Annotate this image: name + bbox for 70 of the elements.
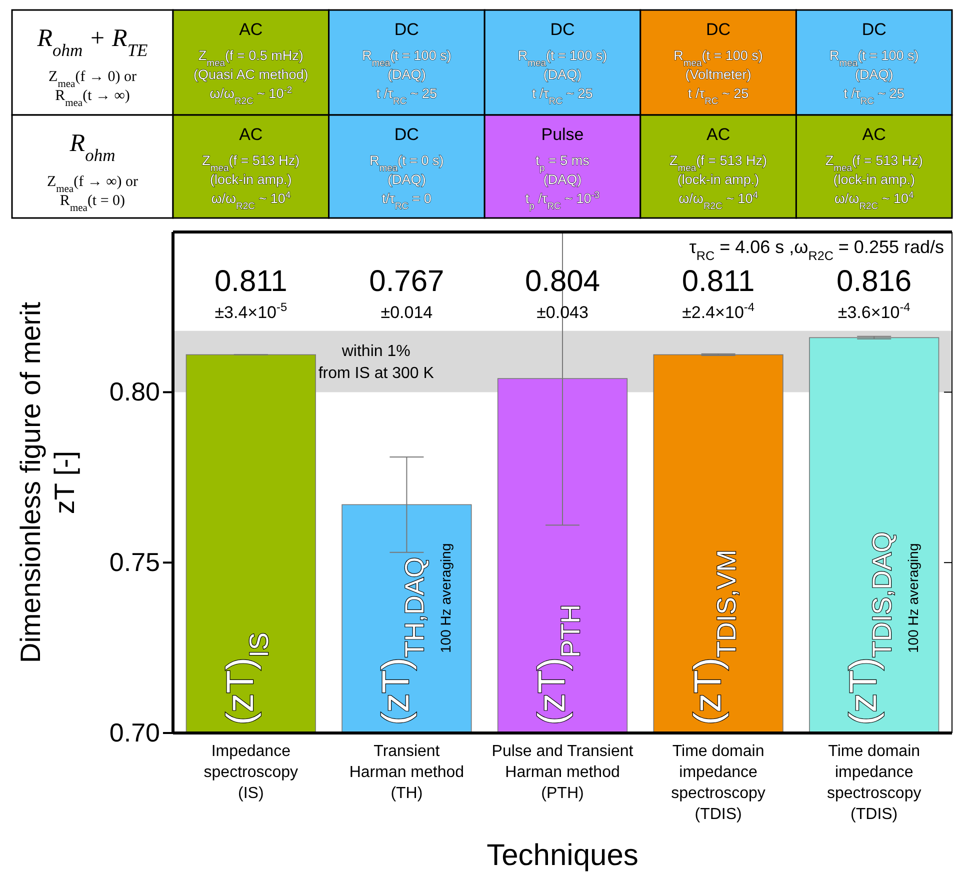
text: t /τ$_{RC}$ ~ 25	[532, 86, 593, 106]
y-tick-label: 0.80	[109, 376, 160, 407]
text: (DAQ)	[854, 67, 894, 82]
text: (DAQ)	[543, 172, 582, 187]
annotation: τ$_{RC}$ = 4.06 s ,ω$_{R2C}$ = 0.255 rad/s	[689, 237, 944, 263]
y-tick-label: 0.75	[109, 546, 160, 577]
y-tick-label: 0.70	[109, 717, 160, 748]
text: R$_{mea}$(t = 100 s)	[362, 48, 452, 68]
text: (lock-in amp.)	[677, 172, 760, 187]
text: R$_{ohm}$ + R$_{TE}$	[36, 25, 148, 60]
text: ω/ω$_{R2C}$ ~ 10$^{4}$	[211, 190, 291, 212]
x-tick-label: Time domain impedance spectroscopy (TDIS)	[826, 743, 922, 823]
text: Z$_{mea}$(f = 513 Hz)	[670, 153, 768, 174]
text: t /τ$_{RC}$ ~ 25	[376, 86, 438, 106]
text: t$_{p}$ = 5 ms	[536, 153, 590, 174]
text: R$_{mea}$(t = 100 s)	[829, 48, 919, 68]
text: (Quasi AC method)	[194, 67, 308, 82]
y-axis-title: Dimensionless figure of merit zT [-]	[15, 302, 80, 664]
text: t/τ$_{RC}$ = 0	[382, 191, 432, 212]
annotation: 0.804	[524, 265, 600, 298]
text: (Voltmeter)	[685, 67, 752, 82]
x-tick-label: Pulse and Transient Harman method (PTH)	[492, 743, 634, 802]
annotation: 100 Hz averaging	[438, 543, 454, 653]
annotation: ±0.043	[536, 303, 588, 322]
annotation: 100 Hz averaging	[905, 543, 922, 653]
text: (DAQ)	[388, 172, 426, 187]
text: Pulse	[541, 125, 584, 144]
text: R$_{ohm}$	[68, 130, 116, 165]
text: Z$_{mea}$(f = 513 Hz)	[825, 153, 923, 174]
text: R$_{mea}$(t = 0)	[60, 193, 126, 214]
annotation: 0.767	[369, 265, 444, 298]
text: DC	[550, 20, 575, 39]
text: (lock-in amp.)	[833, 172, 915, 187]
text: ω/ω$_{R2C}$ ~ 10$^{-2}$	[210, 84, 292, 106]
text: (DAQ)	[388, 67, 426, 82]
text: Z$_{mea}$(f = 0.5 mHz)	[198, 48, 304, 68]
annotation: ±3.4×10$^{-5}$	[214, 300, 288, 322]
text: t /τ$_{RC}$ ~ 25	[844, 86, 904, 106]
text: (DAQ)	[543, 67, 582, 82]
annotation: 0.811	[682, 265, 755, 298]
x-tick-label: Impedance spectroscopy (IS)	[204, 743, 298, 802]
text: (lock-in amp.)	[210, 172, 292, 187]
text: R$_{mea}$(t = 0 s)	[370, 153, 444, 174]
x-axis-title: Techniques	[486, 839, 638, 872]
annotation: 0.811	[214, 265, 288, 298]
annotation: ±3.6×10$^{-4}$	[838, 300, 911, 322]
text: AC	[239, 125, 263, 144]
text: ω/ω$_{R2C}$ ~ 10$^{4}$	[834, 190, 914, 212]
text: Z$_{mea}$(f → 0) or	[48, 69, 136, 90]
text: t /τ$_{RC}$ ~ 25	[688, 86, 749, 106]
text: AC	[706, 125, 730, 144]
x-tick-label: Transient Harman method (TH)	[349, 743, 464, 802]
text: DC	[394, 20, 419, 39]
text: R$_{mea}$(t = 100 s)	[518, 48, 608, 68]
text: ω/ω$_{R2C}$ ~ 10$^{4}$	[678, 190, 758, 212]
text: DC	[706, 20, 731, 39]
annotation: ±0.014	[380, 303, 433, 322]
text: R$_{mea}$(t = 100 s)	[674, 48, 763, 68]
text: AC	[862, 125, 886, 144]
annotation: 0.816	[836, 265, 912, 298]
annotation: ±2.4×10$^{-4}$	[682, 300, 755, 322]
text: DC	[862, 20, 886, 39]
band-label: within 1% from IS at 300 K	[318, 342, 434, 382]
x-tick-label: Time domain impedance spectroscopy (TDIS)	[671, 743, 766, 823]
text: AC	[239, 20, 263, 39]
text: R$_{mea}$(t → ∞)	[55, 88, 130, 108]
text: Z$_{mea}$(f = 513 Hz)	[202, 153, 300, 174]
text: t$_{p}$ /τ$_{RC}$ ~ 10$^{-3}$	[525, 190, 600, 212]
text: Z$_{mea}$(f → ∞) or	[46, 174, 138, 194]
text: DC	[394, 125, 419, 144]
